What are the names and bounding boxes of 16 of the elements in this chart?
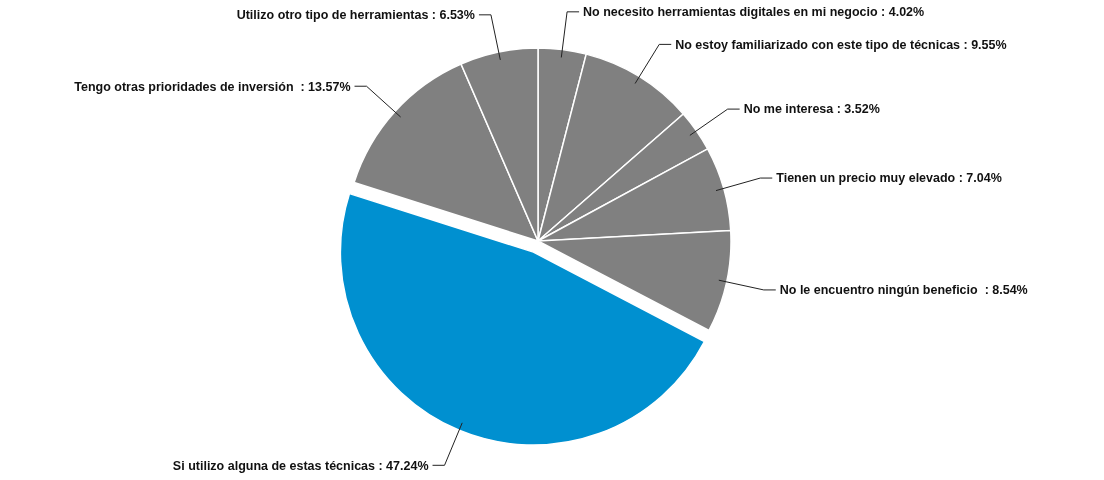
slice-label: Tienen un precio muy elevado <box>776 171 959 186</box>
data-label: : 3.52% <box>836 102 880 117</box>
slice-label: Si utilizo alguna de estas técnicas <box>172 458 379 473</box>
slice-label: No me interesa <box>743 102 837 117</box>
data-label: : 9.55% <box>963 37 1007 52</box>
slice-label: No necesito herramientas digitales en mi negocio <box>583 5 882 20</box>
data-label: : 7.04% <box>958 171 1002 186</box>
data-label: : 8.54% <box>984 283 1028 298</box>
slice-label: Utilizo otro tipo de herramientas <box>236 8 432 23</box>
slice-label: No le encuentro ningún beneficio <box>779 283 985 298</box>
data-label: : 47.24% <box>378 458 429 473</box>
slice-label: No estoy familiarizado con este tipo de técnicas <box>675 37 964 52</box>
data-label: : 6.53% <box>431 8 475 23</box>
data-label: : 13.57% <box>300 79 351 94</box>
slice-label: Tengo otras prioridades de inversión <box>74 79 301 94</box>
data-label: : 4.02% <box>881 5 925 20</box>
